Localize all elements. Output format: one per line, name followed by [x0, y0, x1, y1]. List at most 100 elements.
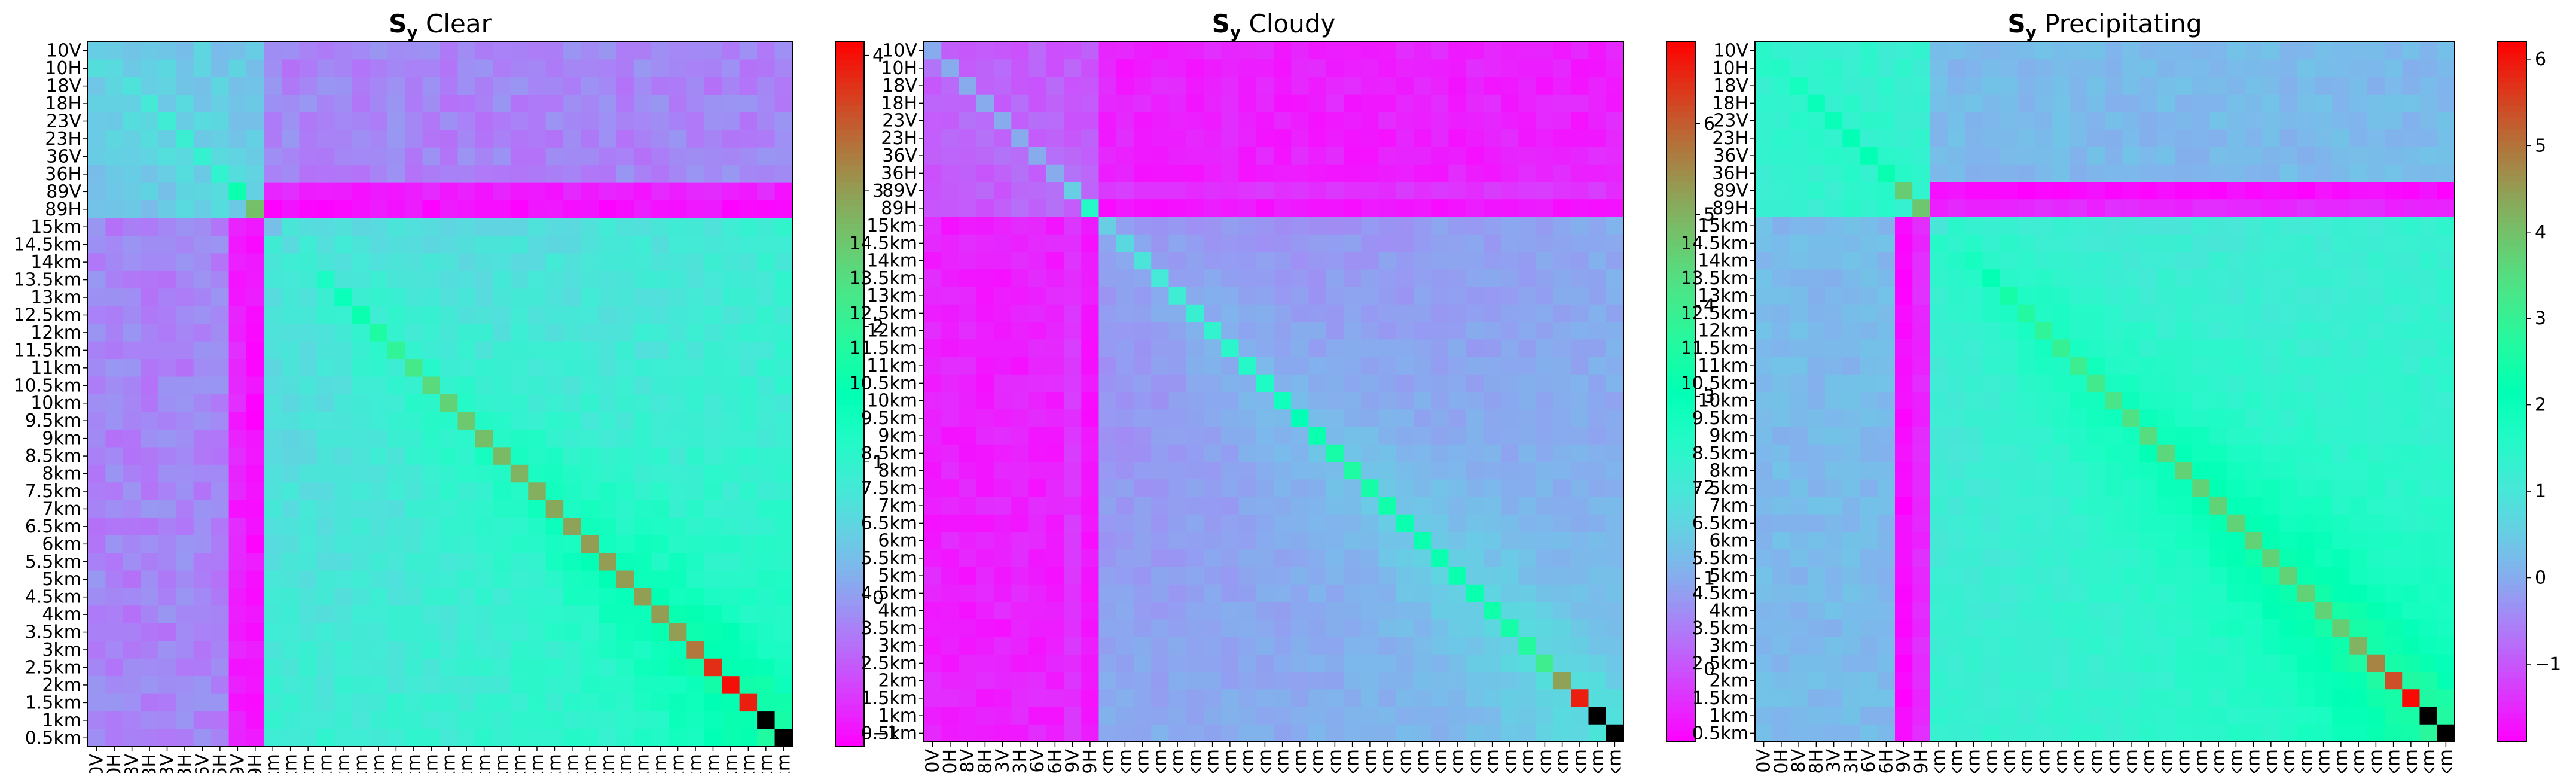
heatmap-cell — [563, 464, 582, 483]
heatmap-cell — [1466, 427, 1484, 445]
heatmap-cell — [1151, 637, 1170, 655]
heatmap-cell — [246, 482, 265, 501]
x-tick-label: 8.5km — [492, 754, 512, 773]
heatmap-cell — [1825, 427, 1843, 445]
heatmap-cell — [2157, 217, 2175, 235]
heatmap-cell — [1098, 444, 1117, 462]
heatmap-cell — [1186, 304, 1204, 322]
heatmap-cell — [2385, 199, 2403, 218]
heatmap-cell — [316, 394, 335, 413]
heatmap-cell — [2000, 532, 2018, 550]
heatmap-cell — [1588, 409, 1607, 428]
colorbar-segment — [1667, 217, 1695, 224]
heatmap-cell — [704, 394, 722, 413]
heatmap-cell — [651, 165, 670, 184]
heatmap-cell — [1807, 252, 1826, 270]
heatmap-cell — [352, 59, 370, 78]
heatmap-cell — [1344, 392, 1362, 410]
heatmap-cell — [1168, 269, 1187, 288]
heatmap-cell — [722, 95, 740, 113]
heatmap-cell — [1011, 322, 1030, 340]
heatmap-cell — [1291, 602, 1310, 620]
heatmap-cell — [2139, 269, 2158, 288]
heatmap-cell — [1064, 444, 1082, 462]
heatmap-cell — [440, 270, 459, 289]
heatmap-cell — [633, 218, 652, 236]
heatmap-cell — [1344, 217, 1362, 235]
heatmap-cell — [299, 588, 318, 606]
heatmap-cell — [2297, 374, 2315, 392]
heatmap-cell — [1571, 217, 1589, 235]
heatmap-cell — [1947, 217, 1965, 235]
heatmap-cell — [2035, 147, 2053, 165]
heatmap-cell — [387, 641, 405, 659]
heatmap-cell — [2192, 94, 2211, 112]
heatmap-cell — [1912, 549, 1931, 568]
heatmap-cell — [1536, 462, 1554, 480]
heatmap-cell — [757, 42, 776, 60]
heatmap-cell — [1326, 462, 1344, 480]
heatmap-cell — [387, 130, 405, 148]
heatmap-cell — [334, 711, 353, 730]
heatmap-cell — [1256, 427, 1274, 445]
heatmap-cell — [1755, 479, 1773, 498]
heatmap-cell — [1825, 217, 1843, 235]
heatmap-cell — [1204, 584, 1222, 602]
colorbar-segment — [835, 89, 864, 96]
heatmap-cell — [1361, 479, 1379, 498]
heatmap-cell — [2017, 129, 2035, 148]
colorbar-segment — [835, 124, 864, 131]
heatmap-cell — [1396, 672, 1414, 690]
colorbar-segment — [835, 500, 864, 507]
heatmap-cell — [1947, 357, 1965, 375]
heatmap-cell — [1046, 77, 1064, 95]
heatmap-cell — [405, 588, 423, 606]
heatmap-cell — [1344, 707, 1362, 725]
heatmap-cell — [2419, 112, 2438, 130]
heatmap-cell — [1536, 514, 1554, 532]
heatmap-cell — [176, 147, 194, 166]
heatmap-cell — [1256, 724, 1274, 742]
heatmap-cell — [1378, 497, 1397, 515]
heatmap-cell — [1028, 164, 1047, 182]
heatmap-cell — [1291, 94, 1310, 112]
heatmap-cell — [2297, 287, 2315, 305]
heatmap-cell — [281, 324, 300, 342]
heatmap-cell — [563, 693, 582, 712]
heatmap-cell — [176, 359, 194, 378]
heatmap-cell — [1168, 724, 1187, 742]
heatmap-cell — [651, 306, 670, 324]
heatmap-cell — [2419, 532, 2438, 550]
heatmap-cell — [475, 412, 493, 430]
heatmap-cell — [370, 270, 388, 289]
heatmap-cell — [2367, 549, 2385, 568]
heatmap-cell — [1168, 427, 1187, 445]
heatmap-cell — [959, 374, 977, 392]
heatmap-cell — [2087, 497, 2105, 515]
heatmap-cell — [941, 654, 960, 672]
heatmap-cell — [264, 306, 282, 324]
heatmap-cell — [563, 658, 582, 677]
heatmap-cell — [686, 235, 705, 254]
heatmap-cell — [316, 130, 335, 148]
heatmap-cell — [994, 567, 1012, 585]
heatmap-cell — [1448, 112, 1467, 130]
heatmap-cell — [2437, 392, 2455, 410]
heatmap-cell — [1588, 287, 1607, 305]
heatmap-cell — [387, 253, 405, 272]
colorbar-segment — [835, 364, 864, 372]
heatmap-cell — [475, 729, 493, 747]
heatmap-cell — [2087, 59, 2105, 78]
heatmap-cell — [2175, 514, 2193, 532]
heatmap-cell — [1378, 444, 1397, 462]
x-tick-label: 0.5km — [773, 754, 794, 773]
heatmap-cell — [493, 270, 511, 289]
heatmap-cell — [1466, 479, 1484, 498]
colorbar-segment — [835, 412, 864, 419]
heatmap-cell — [1098, 462, 1117, 480]
heatmap-cell — [633, 482, 652, 501]
heatmap-cell — [1588, 77, 1607, 95]
heatmap-cell — [158, 447, 176, 465]
heatmap-cell — [1825, 374, 1843, 392]
heatmap-cell — [193, 376, 212, 395]
